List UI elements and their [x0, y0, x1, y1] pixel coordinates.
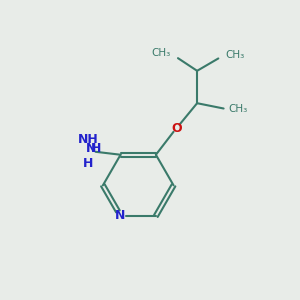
Text: N: N: [86, 142, 96, 155]
Text: CH₃: CH₃: [225, 50, 244, 60]
Text: O: O: [171, 122, 182, 135]
Text: N: N: [116, 209, 126, 222]
Text: NH: NH: [78, 134, 98, 146]
Text: H: H: [83, 157, 93, 170]
Text: H: H: [91, 142, 101, 155]
Text: CH₃: CH₃: [228, 104, 247, 114]
Text: CH₃: CH₃: [152, 48, 171, 58]
